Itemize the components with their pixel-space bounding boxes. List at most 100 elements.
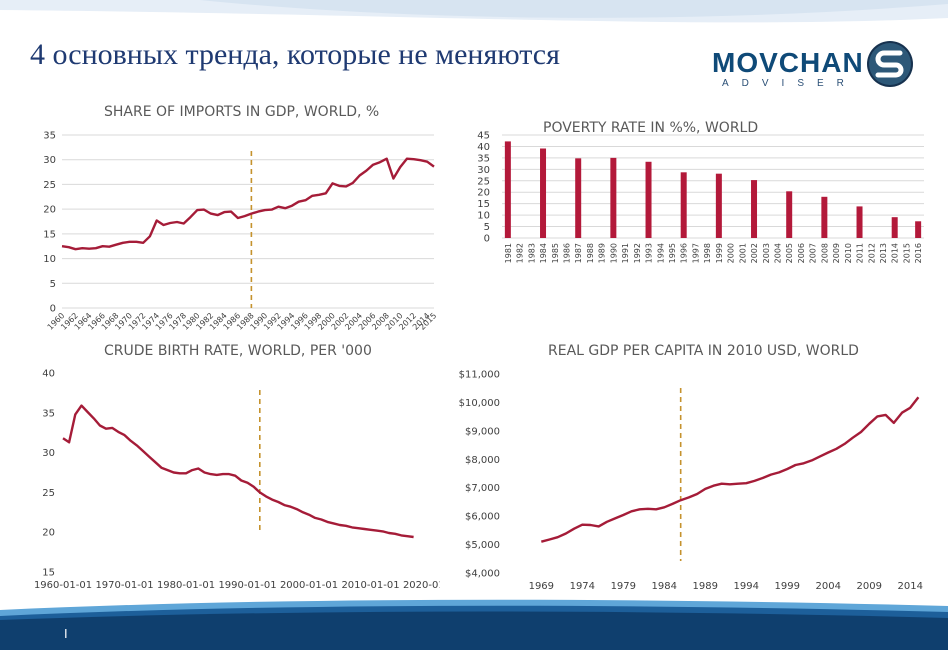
logo-s-icon (867, 41, 913, 87)
x-tick-label: 2008 (820, 243, 829, 263)
x-tick-label: 1980-01-01 (157, 580, 215, 591)
logo-subtitle: ADVISER (722, 78, 857, 89)
x-tick-label: 2003 (762, 243, 771, 263)
movchan-logo: MOVCHAN ADVISER (708, 40, 918, 92)
birth-rate-series-line (62, 404, 414, 539)
poverty-bar-2011 (856, 206, 863, 238)
x-tick-label: 1986 (562, 243, 571, 263)
x-tick-label: 1999 (715, 243, 724, 263)
x-tick-label: 1970-01-01 (95, 580, 153, 591)
y-tick-label: 25 (42, 488, 55, 499)
x-tick-label: 1989 (693, 581, 718, 592)
poverty-bar-2002 (751, 180, 758, 238)
footer-band (0, 599, 948, 650)
logo-wordmark: MOVCHAN (712, 47, 864, 78)
poverty-bar-2014 (891, 217, 898, 238)
x-tick-label: 2015 (418, 311, 439, 332)
x-tick-label: 1983 (527, 243, 536, 263)
x-tick-label: 1997 (691, 243, 700, 263)
y-tick-label: $11,000 (459, 370, 500, 381)
x-tick-label: 2005 (785, 243, 794, 263)
poverty-bar-1984 (540, 148, 547, 238)
y-tick-label: $8,000 (465, 455, 500, 466)
x-tick-label: 1982 (516, 243, 525, 263)
x-tick-label: 2012 (867, 243, 876, 263)
x-tick-label: 2014 (897, 581, 922, 592)
y-tick-label: 5 (484, 222, 490, 233)
x-tick-label: 1984 (652, 581, 677, 592)
x-tick-label: 1994 (734, 581, 759, 592)
x-tick-label: 1960-01-01 (34, 580, 92, 591)
x-tick-label: 2009 (832, 243, 841, 263)
y-tick-label: $9,000 (465, 426, 500, 437)
y-tick-label: 30 (43, 155, 56, 166)
slide-title: 4 основных тренда, которые не меняются (30, 38, 560, 71)
chart-imports-share: 0510152025303519601962196419661968197019… (43, 131, 439, 332)
y-tick-label: 20 (43, 205, 56, 216)
x-tick-label: 2004 (816, 581, 841, 592)
x-tick-label: 2007 (809, 243, 818, 263)
y-tick-label: 10 (477, 211, 490, 222)
y-tick-label: $6,000 (465, 512, 500, 523)
y-tick-label: 40 (42, 369, 55, 380)
x-tick-label: 2000-01-01 (280, 580, 338, 591)
poverty-bar-1996 (680, 172, 687, 238)
y-tick-label: 30 (477, 165, 490, 176)
y-tick-label: 40 (477, 142, 490, 153)
x-tick-label: 1990-01-01 (218, 580, 276, 591)
x-tick-label: 2010-01-01 (341, 580, 399, 591)
x-tick-label: 1998 (703, 243, 712, 263)
x-tick-label: 1999 (775, 581, 800, 592)
y-tick-label: 0 (484, 234, 490, 245)
imports-series-line (61, 157, 435, 251)
y-tick-label: 25 (43, 180, 56, 191)
y-tick-label: 25 (477, 176, 490, 187)
y-tick-label: $5,000 (465, 540, 500, 551)
y-tick-label: 5 (50, 279, 56, 290)
x-tick-label: 2014 (891, 243, 900, 263)
y-tick-label: 10 (43, 254, 56, 265)
x-tick-label: 2013 (879, 243, 888, 263)
y-tick-label: $4,000 (465, 569, 500, 580)
gdp-series-line (540, 396, 920, 543)
y-tick-label: 15 (477, 199, 490, 210)
x-tick-label: 1984 (539, 243, 548, 263)
x-tick-label: 1974 (570, 581, 595, 592)
x-tick-label: 2000 (727, 243, 736, 263)
x-tick-label: 1981 (504, 243, 513, 263)
y-tick-label: $7,000 (465, 483, 500, 494)
y-tick-label: $10,000 (459, 398, 500, 409)
poverty-bar-2016 (915, 221, 922, 238)
y-tick-label: 20 (42, 528, 55, 539)
poverty-bar-1999 (715, 173, 722, 238)
y-tick-label: 35 (42, 408, 55, 419)
chart-title-poverty: POVERTY RATE IN %%, WORLD (543, 120, 759, 136)
chart-title-birth: CRUDE BIRTH RATE, WORLD, PER '000 (104, 343, 372, 359)
x-tick-label: 1987 (574, 243, 583, 263)
y-tick-label: 15 (42, 568, 55, 579)
y-tick-label: 45 (477, 131, 490, 142)
x-tick-label: 2020-01-01 (403, 580, 440, 591)
x-tick-label: 1989 (598, 243, 607, 263)
x-tick-label: 2006 (797, 243, 806, 263)
x-tick-label: 2002 (750, 243, 759, 263)
x-tick-label: 1988 (586, 243, 595, 263)
poverty-bar-2005 (786, 191, 793, 238)
x-tick-label: 1990 (609, 243, 618, 263)
x-tick-label: 1992 (633, 243, 642, 263)
y-tick-label: 15 (43, 229, 56, 240)
poverty-bar-1981 (504, 141, 511, 238)
poverty-bar-1990 (610, 157, 617, 238)
x-tick-label: 1969 (529, 581, 554, 592)
chart-birth-rate: 15 20 25 30 35 40 1960-01-01 1970-01-01 1980-01-… (34, 369, 440, 592)
y-tick-label: 20 (477, 188, 490, 199)
y-tick-label: 35 (43, 131, 56, 142)
y-tick-label: 30 (42, 448, 55, 459)
x-tick-label: 1994 (656, 243, 665, 263)
poverty-bar-2008 (821, 196, 828, 238)
poverty-bar-1987 (575, 158, 582, 238)
x-tick-label: 2011 (856, 243, 865, 263)
x-tick-label: 2015 (902, 243, 911, 263)
page-number: I (64, 626, 68, 641)
